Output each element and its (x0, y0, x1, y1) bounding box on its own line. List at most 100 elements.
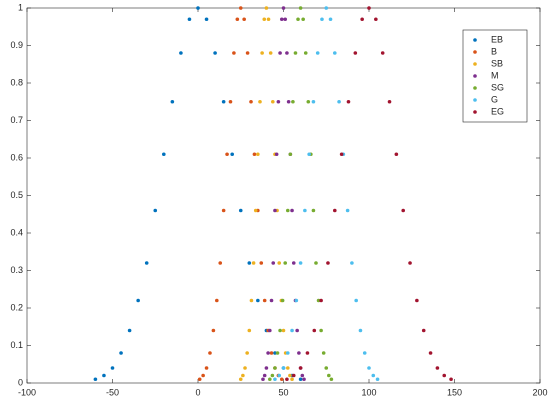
point (408, 261, 412, 265)
x-tick-label: -50 (106, 387, 119, 397)
point (247, 261, 252, 265)
point (271, 99, 275, 104)
point (258, 99, 262, 104)
point (329, 377, 334, 382)
point (278, 328, 282, 333)
point (273, 208, 277, 213)
point (204, 366, 209, 370)
point (307, 152, 311, 157)
point (294, 298, 299, 303)
point (262, 373, 267, 378)
y-tick-label: 0.6 (10, 152, 23, 162)
point (290, 328, 294, 333)
legend-marker (473, 110, 477, 114)
point (442, 373, 447, 378)
point (279, 17, 284, 22)
point (170, 99, 175, 104)
y-tick-label: 0.4 (10, 227, 23, 237)
point (259, 261, 264, 265)
point (276, 99, 281, 104)
x-tick-label: 50 (278, 387, 288, 397)
point (285, 366, 290, 370)
point (241, 373, 245, 378)
legend-marker (473, 62, 477, 66)
legend-marker (473, 50, 477, 54)
legend-marker (473, 98, 477, 102)
point (354, 298, 358, 303)
point (110, 366, 115, 370)
point (285, 208, 290, 213)
point (401, 208, 406, 213)
point (428, 351, 433, 355)
point (253, 208, 258, 213)
point (215, 298, 219, 303)
point (153, 208, 158, 213)
y-tick-label: 0.9 (10, 40, 23, 50)
point (243, 366, 247, 370)
point (328, 17, 333, 22)
point (283, 17, 288, 22)
point (286, 99, 291, 104)
point (196, 6, 200, 10)
legend-label: G (491, 94, 498, 104)
point (321, 351, 326, 355)
point (256, 152, 260, 157)
plot-area (26, 7, 541, 384)
point (301, 17, 305, 22)
point (320, 17, 324, 22)
point (291, 261, 296, 265)
point (298, 6, 303, 10)
point (264, 366, 269, 370)
point (218, 261, 223, 265)
x-tick-label: 200 (532, 387, 547, 397)
point (102, 373, 106, 378)
point (281, 6, 286, 10)
point (273, 377, 277, 382)
legend-marker (473, 74, 477, 78)
point (238, 208, 243, 213)
point (333, 51, 337, 55)
point (144, 261, 149, 265)
point (252, 152, 257, 157)
point (298, 377, 303, 382)
point (297, 351, 301, 355)
point (319, 298, 323, 303)
point (262, 298, 267, 303)
point (261, 377, 265, 382)
point (435, 366, 440, 370)
y-tick-label: 0.5 (10, 190, 23, 200)
legend-label: B (491, 46, 497, 56)
point (288, 373, 292, 378)
point (285, 51, 289, 55)
point (266, 351, 270, 355)
point (314, 261, 318, 265)
point (281, 328, 286, 333)
point (387, 99, 392, 104)
point (300, 373, 305, 378)
legend-label: M (491, 70, 499, 80)
legend-marker (473, 38, 477, 42)
point (283, 261, 288, 265)
point (235, 17, 240, 22)
legend-marker (473, 86, 477, 90)
point (93, 377, 98, 382)
point (288, 152, 293, 157)
point (264, 6, 269, 10)
point (324, 6, 329, 10)
point (315, 51, 320, 55)
point (291, 373, 296, 378)
y-tick-label: 0.1 (10, 340, 23, 350)
point (238, 6, 243, 10)
point (271, 261, 276, 265)
y-tick-label: 0 (18, 377, 23, 387)
legend-label: SB (491, 58, 503, 68)
point (269, 351, 274, 355)
point (274, 152, 279, 157)
point (345, 208, 350, 213)
point (266, 17, 271, 22)
point (279, 377, 284, 382)
point (316, 298, 321, 303)
point (371, 373, 376, 378)
point (136, 298, 140, 303)
